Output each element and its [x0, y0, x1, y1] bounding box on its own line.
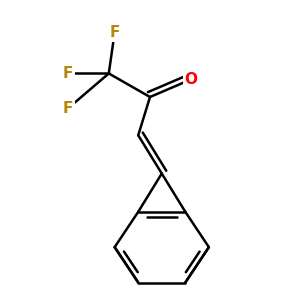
Text: F: F — [62, 66, 73, 81]
Text: O: O — [185, 72, 198, 87]
Text: F: F — [62, 101, 73, 116]
Text: F: F — [110, 25, 120, 40]
